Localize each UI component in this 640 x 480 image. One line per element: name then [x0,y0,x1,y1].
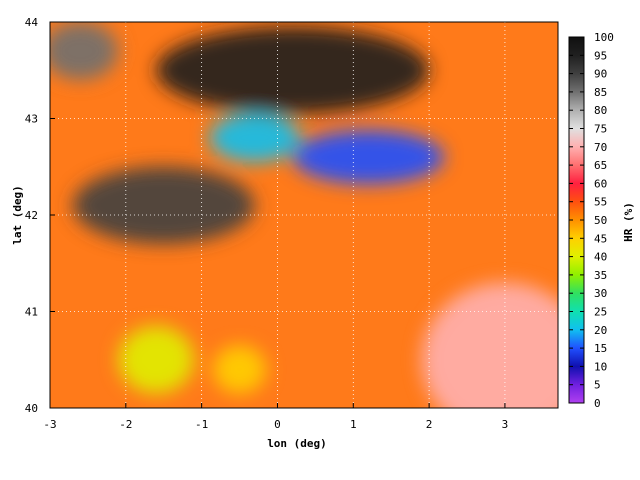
y-tick-label: 41 [25,306,38,319]
x-tick-label: 2 [426,418,433,431]
colorbar-tick-label: 40 [594,251,607,264]
heat-region-sea-northwest [50,22,119,80]
colorbar-tick-label: 45 [594,232,607,245]
heat-region-moist-south [118,325,195,394]
y-axis-label: lat (deg) [11,185,24,245]
grid [50,22,558,408]
x-axis-label: lon (deg) [267,437,327,450]
y-tick-label: 42 [25,209,38,222]
colorbar-tick-label: 50 [594,214,607,227]
x-tick-label: 1 [350,418,357,431]
heatmap-field [50,22,558,408]
colorbar-tick-label: 10 [594,360,607,373]
colorbar-tick-label: 15 [594,342,607,355]
colorbar-tick-label: 60 [594,177,607,190]
colorbar-tick-label: 55 [594,196,607,209]
x-tick-label: -3 [43,418,56,431]
colorbar-tick-label: 65 [594,159,607,172]
colorbar-tick-label: 85 [594,86,607,99]
colorbar-label: HR (%) [622,202,635,242]
colorbar-tick-label: 70 [594,141,607,154]
x-tick-label: -2 [119,418,132,431]
colorbar-tick-label: 75 [594,123,607,136]
colorbar-tick-label: 90 [594,68,607,81]
colorbar-tick-label: 35 [594,269,607,282]
heat-region-humid-central [72,166,255,244]
heat-region-humid-north [156,26,430,114]
heat-region-dry-core [292,130,445,185]
y-tick-label: 43 [25,113,38,126]
y-tick-label: 40 [25,402,38,415]
colorbar-tick-label: 0 [594,397,601,410]
heat-region-dry-west [209,113,301,162]
colorbar-tick-label: 30 [594,287,607,300]
colorbar-tick-label: 100 [594,31,614,44]
colorbar-tick-label: 95 [594,49,607,62]
y-axis: 40 41 42 43 44 [25,16,55,415]
colorbar-ticks: 0 5 10 15 20 25 30 35 40 45 50 55 60 65 70 75 80 85 90 95 10… [569,31,614,410]
colorbar-tick-label: 80 [594,104,607,117]
x-tick-label: -1 [195,418,208,431]
heat-region-moist-south-2 [213,345,267,394]
colorbar-tick-label: 20 [594,324,607,337]
x-tick-label: 3 [502,418,509,431]
y-tick-label: 44 [25,16,39,29]
x-axis: -3 -2 -1 0 1 2 3 [43,403,508,431]
heat-region-sea-east [421,282,558,408]
colorbar-tick-label: 25 [594,306,607,319]
colorbar-tick-label: 5 [594,379,601,392]
x-tick-label: 0 [274,418,281,431]
